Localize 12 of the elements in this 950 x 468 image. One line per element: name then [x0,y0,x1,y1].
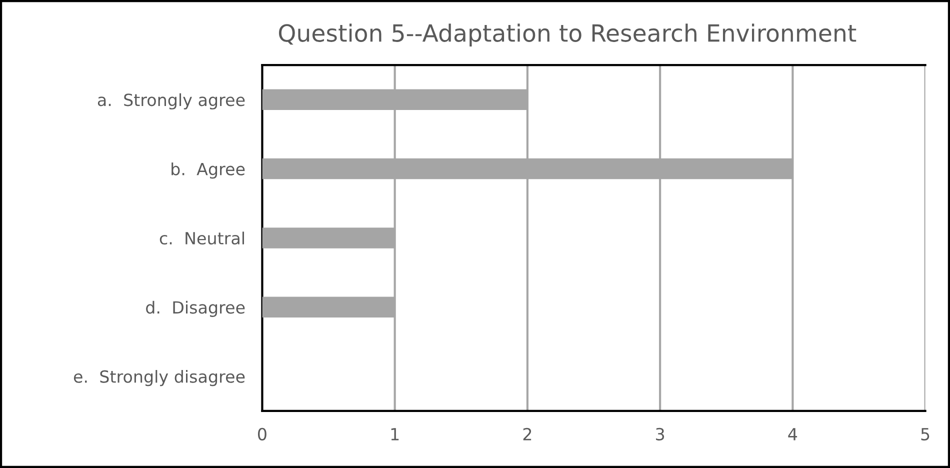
chart-title: Question 5--Adaptation to Research Environment [278,24,856,47]
y-tick-label: e. Strongly disagree [74,370,245,386]
x-tick-label: 2 [523,428,532,440]
y-tick-label: a. Strongly agree [98,93,245,110]
x-tick-label: 1 [391,428,399,440]
y-tick-label: c. Neutral [160,232,244,245]
x-tick-label: 0 [258,428,266,440]
y-tick-label: b. Agree [172,162,245,179]
x-tick-label: 3 [656,428,664,440]
x-tick-label: 5 [921,428,930,440]
y-tick-label: d. Disagree [146,300,245,317]
x-tick-label: 4 [788,428,798,440]
